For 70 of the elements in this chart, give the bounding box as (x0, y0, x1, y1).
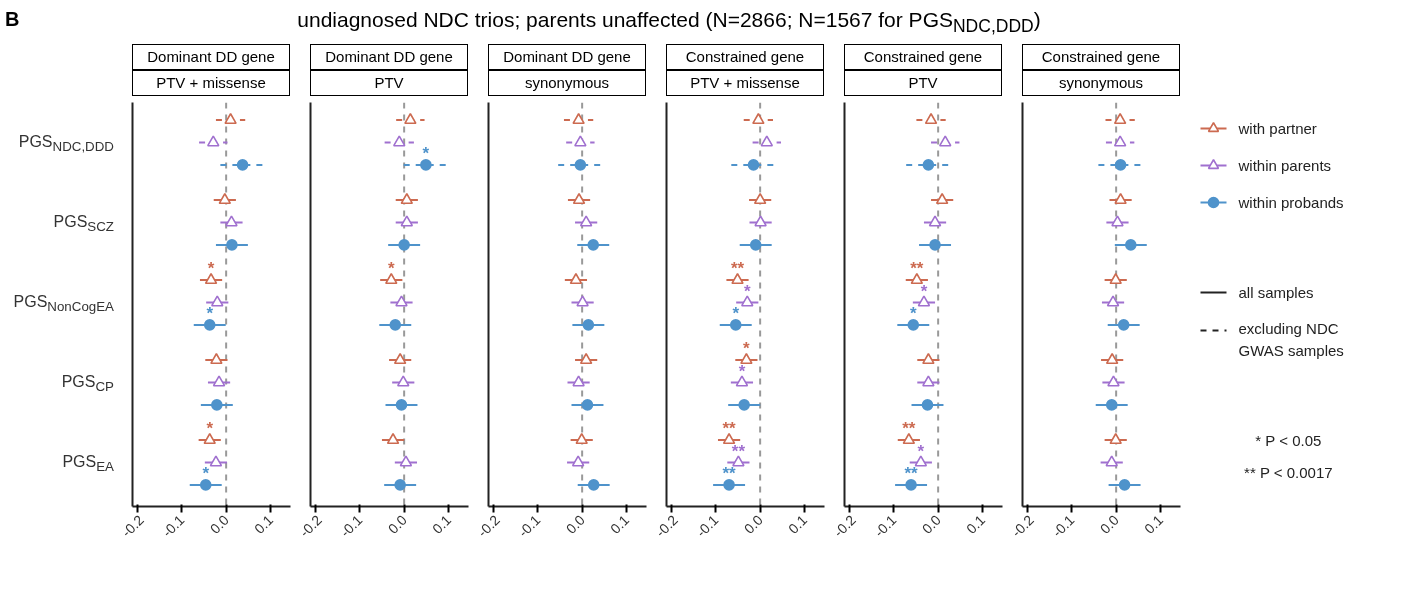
text: ** P < 0.0017 (1244, 464, 1333, 481)
y-tick-label: PGS$_{NDC,DDD}$ (18, 132, 114, 157)
data-label: ** (722, 463, 737, 483)
text: excluding NDC GWAS samples (1238, 319, 1344, 360)
y-tick-label: PGS$_{EA}$ (62, 452, 114, 477)
x-tick-label: 0.0 (740, 511, 766, 537)
text: all samples (1238, 284, 1314, 301)
x-tick-label: -0.1 (871, 511, 900, 541)
x-tick-label: -0.1 (693, 511, 722, 541)
chart-subtitle: PTV + missense (690, 73, 800, 93)
x-tick-label: 0.0 (918, 511, 944, 537)
data-label: * (422, 143, 430, 163)
x-tick-label: -0.2 (1008, 511, 1037, 541)
x-tick-label: 0.1 (251, 511, 277, 537)
data-label: * (743, 281, 751, 301)
data-label: * (207, 259, 215, 279)
chart-title: Dominant DD gene (325, 47, 453, 67)
data-label: ** (904, 463, 919, 483)
data-label: ** (730, 259, 745, 279)
chart-title: Constrained gene (1041, 47, 1161, 67)
x-tick-label: 0.1 (963, 511, 989, 537)
text: * P < 0.05 (1255, 432, 1322, 449)
data-label: * (732, 303, 740, 323)
y-tick-label: PGS$_{CP}$ (61, 372, 114, 397)
x-tick-label: 0.0 (384, 511, 410, 537)
data-label: * (917, 441, 925, 461)
chart-subtitle: PTV (374, 73, 404, 93)
chart-subtitle: PTV (908, 73, 938, 93)
x-tick-label: 0.1 (1141, 511, 1167, 537)
data-label: * (920, 281, 928, 301)
x-tick-label: 0.1 (429, 511, 455, 537)
x-tick-label: -0.2 (830, 511, 859, 541)
data-label: ** (910, 259, 924, 279)
data-label: ** (731, 441, 746, 461)
data-label: * (738, 361, 746, 381)
chart-subtitle: synonymous (1058, 73, 1144, 93)
data-label: ** (722, 419, 737, 439)
x-tick-label: -0.1 (337, 511, 366, 541)
data-label: * (206, 419, 214, 439)
x-tick-label: -0.1 (159, 511, 188, 541)
legend-label: within probands (1237, 194, 1344, 211)
x-tick-label: -0.2 (474, 511, 503, 541)
chart-subtitle: synonymous (524, 73, 610, 93)
data-label: * (206, 303, 214, 323)
data-label: * (909, 303, 917, 323)
chart-title: Dominant DD gene (147, 47, 275, 67)
y-tick-label: PGS$_{NonCogEA}$ (13, 292, 114, 317)
x-tick-label: -0.2 (118, 511, 147, 541)
x-tick-label: 0.1 (785, 511, 811, 537)
x-tick-label: -0.2 (652, 511, 681, 541)
legend-label: with partner (1237, 120, 1317, 137)
x-tick-label: 0.1 (607, 511, 633, 537)
chart-title: Constrained gene (685, 47, 805, 67)
data-label: ** (902, 419, 916, 439)
text: undiagnosed NDC trios; parents unaffected (N=2866; N=1567 for PGS$_{NDC,DDD}$) (297, 7, 1041, 39)
data-label: * (743, 339, 751, 359)
x-tick-label: 0.0 (562, 511, 588, 537)
x-tick-label: -0.2 (296, 511, 325, 541)
y-tick-label: PGS$_{SCZ}$ (53, 212, 114, 237)
data-label: * (387, 259, 395, 279)
chart-title: Constrained gene (863, 47, 983, 67)
x-tick-label: -0.1 (1049, 511, 1078, 541)
x-tick-label: -0.1 (515, 511, 544, 541)
chart-title: Dominant DD gene (503, 47, 631, 67)
text: B (5, 7, 20, 32)
x-tick-label: 0.0 (206, 511, 232, 537)
data-label: * (202, 463, 210, 483)
legend-label: within parents (1237, 157, 1332, 174)
x-tick-label: 0.0 (1096, 511, 1122, 537)
chart-subtitle: PTV + missense (156, 73, 266, 93)
